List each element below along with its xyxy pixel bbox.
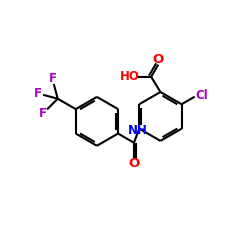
Text: O: O xyxy=(128,158,140,170)
Text: HO: HO xyxy=(120,70,140,83)
Text: F: F xyxy=(34,87,42,100)
Text: F: F xyxy=(39,107,47,120)
Text: NH: NH xyxy=(128,124,148,137)
Text: O: O xyxy=(152,53,164,66)
Text: F: F xyxy=(48,72,56,86)
Text: Cl: Cl xyxy=(195,89,208,102)
